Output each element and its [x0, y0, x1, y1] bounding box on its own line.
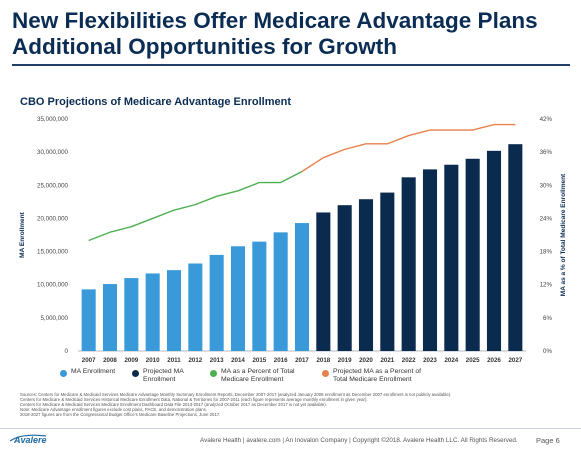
legend-label-projected-ma-enrollment: Projected MA Enrollment — [143, 368, 184, 383]
x-tick-label: 2009 — [124, 357, 138, 364]
legend-label-ma-enrollment: MA Enrollment — [71, 368, 116, 375]
y-tick-label: 10,000,000 — [37, 282, 69, 289]
bar-ma-enrollment — [273, 232, 288, 351]
bar-projected-ma-enrollment — [337, 205, 352, 351]
bar-ma-enrollment — [252, 241, 267, 351]
footer-text: Avalere Health | avalere.com | An Inoval… — [200, 437, 518, 444]
avalere-logo: Avalere — [14, 435, 47, 445]
line-projected-ma-as-a-percent-of-total-medicare-enrollment — [301, 123, 516, 173]
title-divider — [12, 64, 570, 66]
bar-projected-ma-enrollment — [486, 150, 502, 351]
x-tick-label: 2014 — [231, 357, 245, 364]
bar-ma-enrollment — [209, 254, 224, 351]
y2-tick-label: 24% — [540, 215, 553, 222]
y2-tick-label: 6% — [543, 315, 552, 322]
y-tick-label: 15,000,000 — [37, 249, 69, 256]
legend-item-ma-percent: MA as a Percent of Total Medicare Enroll… — [210, 368, 295, 383]
legend-item-ma-enrollment: MA Enrollment — [60, 368, 115, 377]
line-ma-as-a-percent-of-total-medicare-enrollment — [88, 170, 303, 242]
bar-projected-ma-enrollment — [316, 212, 331, 351]
legend-label-projected-ma-percent: Projected MA as a Percent of Total Medic… — [333, 368, 422, 383]
source-note-line: Centers for Medicare & Medicaid Services… — [20, 397, 368, 402]
y-tick-label: 20,000,000 — [37, 215, 69, 222]
bar-ma-enrollment — [145, 273, 160, 351]
legend-item-projected-ma-percent: Projected MA as a Percent of Total Medic… — [322, 368, 421, 383]
y2-tick-label: 30% — [540, 182, 553, 189]
page-number: Page 6 — [536, 436, 560, 445]
y2-axis-title: MA as a % of Total Medicare Enrollment — [560, 173, 567, 296]
source-note-line: Sources: Centers for Medicare & Medicaid… — [20, 392, 452, 397]
y-tick-label: 35,000,000 — [37, 116, 69, 123]
x-tick-label: 2021 — [380, 357, 394, 364]
y-tick-label: 30,000,000 — [37, 149, 69, 156]
x-tick-label: 2023 — [423, 357, 437, 364]
chart-subtitle: CBO Projections of Medicare Advantage En… — [20, 96, 291, 108]
source-notes: Sources: Centers for Medicare & Medicaid… — [20, 392, 570, 417]
bar-ma-enrollment — [102, 284, 118, 351]
y2-tick-label: 18% — [540, 249, 553, 256]
legend-marker-projected-ma-enrollment — [132, 370, 139, 377]
bar-projected-ma-enrollment — [380, 192, 395, 351]
slide-footer: Avalere Avalere Health | avalere.com | A… — [0, 428, 581, 456]
y2-tick-label: 36% — [540, 149, 553, 156]
source-note-line: Note: Medicare Advantage enrollment figu… — [20, 407, 207, 412]
y-tick-label: 25,000,000 — [37, 182, 69, 189]
y2-tick-label: 0% — [543, 348, 552, 355]
x-tick-label: 2017 — [295, 357, 309, 364]
y-tick-label: 0 — [65, 348, 69, 355]
source-note-line: 2018-2027 figures are from the Congressi… — [20, 412, 221, 417]
x-tick-label: 2016 — [274, 357, 288, 364]
x-tick-label: 2011 — [167, 357, 181, 364]
bar-ma-enrollment — [294, 223, 310, 351]
bar-projected-ma-enrollment — [444, 164, 459, 351]
bar-projected-ma-enrollment — [422, 169, 438, 351]
x-tick-label: 2013 — [210, 357, 224, 364]
bar-ma-enrollment — [81, 289, 96, 351]
legend-marker-projected-ma-percent — [322, 370, 329, 377]
x-tick-label: 2018 — [316, 357, 330, 364]
enrollment-chart: 0 5,000,000 10,000,000 15,000,000 20,000,000… — [19, 116, 567, 364]
bar-projected-ma-enrollment — [465, 158, 480, 351]
x-tick-label: 2010 — [146, 357, 160, 364]
bar-projected-ma-enrollment — [401, 177, 416, 351]
x-tick-label: 2025 — [466, 357, 480, 364]
bar-ma-enrollment — [166, 270, 182, 351]
x-tick-label: 2012 — [188, 357, 202, 364]
x-tick-label: 2007 — [82, 357, 96, 364]
x-tick-label: 2019 — [338, 357, 352, 364]
x-tick-label: 2022 — [402, 357, 416, 364]
y2-tick-label: 12% — [540, 282, 553, 289]
x-tick-label: 2008 — [103, 357, 117, 364]
bar-projected-ma-enrollment — [508, 144, 523, 351]
source-note-line: Centers for Medicare & Medicaid Services… — [20, 402, 327, 407]
bar-projected-ma-enrollment — [358, 199, 374, 351]
legend-marker-ma-enrollment — [60, 370, 67, 377]
title-line-2: Additional Opportunities for Growth — [12, 34, 397, 59]
legend-marker-ma-percent — [210, 370, 217, 377]
bar-ma-enrollment — [188, 263, 203, 351]
avalere-logo-swoosh-icon — [9, 434, 47, 442]
x-tick-label: 2024 — [444, 357, 458, 364]
y-tick-label: 5,000,000 — [40, 315, 68, 322]
title-line-1: New Flexibilities Offer Medicare Advanta… — [12, 8, 538, 33]
x-tick-label: 2026 — [487, 357, 501, 364]
legend-label-ma-percent: MA as a Percent of Total Medicare Enroll… — [221, 368, 295, 383]
slide-title: New Flexibilities Offer Medicare Advanta… — [12, 8, 572, 60]
y2-tick-label: 42% — [540, 116, 553, 123]
y-axis-title: MA Enrollment — [19, 211, 26, 257]
x-tick-label: 2027 — [508, 357, 522, 364]
x-tick-label: 2020 — [359, 357, 373, 364]
legend-item-projected-ma-enrollment: Projected MA Enrollment — [132, 368, 184, 383]
bar-ma-enrollment — [124, 278, 139, 351]
x-tick-label: 2015 — [252, 357, 266, 364]
bar-ma-enrollment — [230, 246, 246, 351]
chart-legend: MA Enrollment Projected MA Enrollment MA… — [60, 368, 520, 388]
